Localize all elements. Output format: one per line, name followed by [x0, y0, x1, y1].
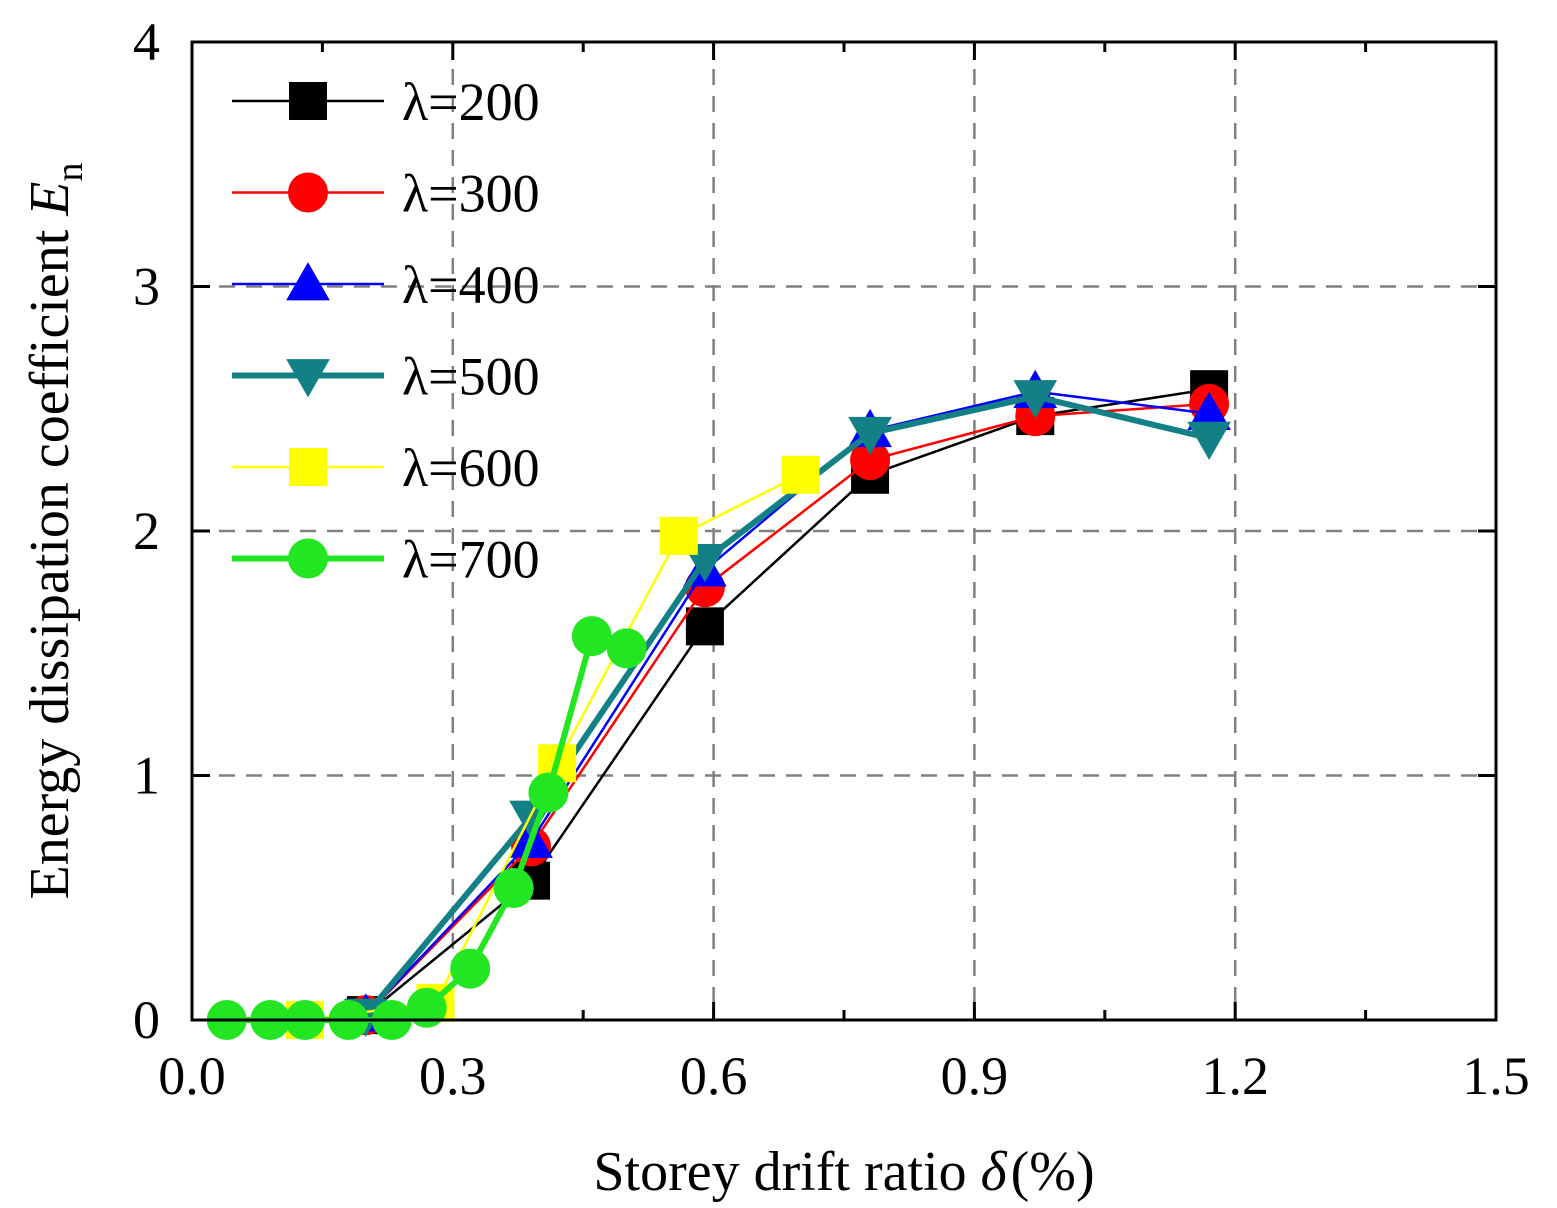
- grid-lines: [192, 42, 1496, 1020]
- legend-entry: λ=600: [232, 438, 540, 498]
- legend-marker: [286, 262, 330, 301]
- data-point: [571, 616, 612, 657]
- y-tick-label: 1: [133, 746, 160, 806]
- series-6: [206, 616, 647, 1040]
- data-point: [528, 772, 569, 813]
- data-point: [1187, 391, 1231, 431]
- data-point: [493, 867, 534, 908]
- data-point: [1187, 421, 1231, 460]
- legend-label: λ=300: [402, 164, 540, 224]
- legend-marker: [289, 82, 327, 120]
- series-5: [286, 455, 820, 1039]
- tick-labels: 0.0 0.3 0.6 0.9 1.2 1.5 0 1 2 3 4: [133, 12, 1530, 1106]
- data-point: [850, 440, 891, 481]
- legend-marker: [288, 538, 328, 579]
- x-tick-label: 0.3: [419, 1046, 487, 1106]
- data-point: [1013, 380, 1058, 419]
- legend-label: λ=700: [402, 530, 540, 590]
- x-tick-label: 0.0: [158, 1046, 226, 1106]
- data-point: [781, 455, 820, 494]
- legend-marker: [289, 448, 327, 486]
- data-point: [659, 516, 698, 555]
- data-point: [406, 987, 447, 1028]
- x-tick-label: 0.9: [941, 1046, 1009, 1106]
- legend-marker: [286, 359, 330, 398]
- legend-entry: λ=400: [232, 255, 540, 315]
- legend: λ=200 λ=300 λ=400 λ=500 λ=600 λ=700: [232, 72, 540, 590]
- legend-label: λ=400: [402, 255, 540, 315]
- y-tick-label: 2: [133, 501, 160, 561]
- legend-entry: λ=200: [232, 72, 540, 132]
- y-tick-label: 3: [133, 257, 160, 317]
- plot-series: [206, 369, 1231, 1040]
- legend-label: λ=600: [402, 438, 540, 498]
- legend-label: λ=500: [402, 347, 540, 407]
- data-point: [848, 416, 892, 456]
- legend-entry: λ=500: [232, 347, 540, 407]
- data-point: [450, 948, 491, 989]
- legend-entry: λ=700: [232, 530, 540, 590]
- legend-entry: λ=300: [232, 164, 540, 224]
- y-tick-label: 4: [133, 12, 160, 72]
- data-point: [685, 607, 724, 646]
- x-tick-label: 1.5: [1462, 1046, 1530, 1106]
- series-line: [363, 393, 1210, 1018]
- x-tick-label: 0.6: [680, 1046, 748, 1106]
- legend-marker: [288, 172, 328, 213]
- legend-label: λ=200: [402, 72, 540, 132]
- data-point: [606, 628, 647, 669]
- x-axis-title: Storey drift ratio δ(%): [593, 1141, 1094, 1203]
- plot-frame: [190, 40, 1498, 1022]
- x-tick-label: 1.2: [1201, 1046, 1269, 1106]
- y-tick-label: 0: [133, 990, 160, 1050]
- y-axis-title: Energy dissipation coefficientEn: [19, 163, 91, 900]
